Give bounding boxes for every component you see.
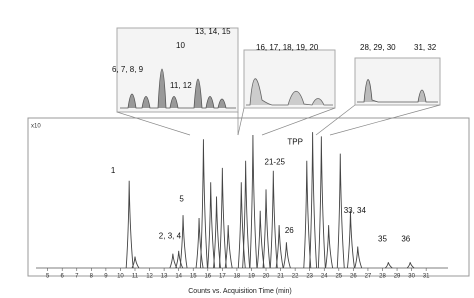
peak: [213, 196, 221, 269]
x-tick-label: 27: [365, 274, 372, 280]
x-tick-label: 6: [61, 274, 65, 280]
peak: [175, 250, 184, 269]
inset-label: 6, 7, 8, 9: [112, 65, 144, 74]
peak: [347, 210, 355, 269]
peak-annotation: 21-25: [265, 157, 286, 166]
peak: [354, 246, 363, 269]
peak: [275, 225, 284, 269]
peak: [262, 189, 271, 269]
x-tick-label: 8: [90, 274, 94, 280]
inset-trace: [120, 68, 236, 109]
peak-annotation: 1: [111, 166, 116, 175]
x-tick-label: 24: [321, 274, 328, 280]
x-tick-label: 14: [175, 274, 182, 280]
x-tick-label: 13: [161, 274, 168, 280]
peak-annotation: 2, 3, 4: [159, 232, 182, 241]
x-tick-label: 30: [408, 274, 415, 280]
x-tick-label: 5: [46, 274, 50, 280]
peak-annotation: 35: [378, 235, 387, 244]
peak: [325, 225, 334, 269]
peak-annotation: 36: [401, 235, 410, 244]
peak: [199, 139, 208, 269]
x-tick-label: 17: [219, 274, 226, 280]
x-tick-label: 9: [104, 274, 108, 280]
x-tick-label: 10: [117, 274, 124, 280]
inset-box: [116, 27, 239, 113]
x-tick-label: 26: [350, 274, 357, 280]
peak: [179, 215, 188, 269]
inset: 6, 7, 8, 9 10 13, 14, 15 11, 12: [112, 27, 239, 113]
x-tick-label: 22: [292, 274, 299, 280]
inset-trace: [357, 79, 438, 103]
peak: [282, 242, 291, 269]
inset-label: 31, 32: [414, 43, 437, 52]
peak: [249, 135, 258, 269]
x-tick-label: 15: [190, 274, 197, 280]
x-tick-label: 16: [204, 274, 211, 280]
peak: [242, 160, 251, 269]
peak: [406, 262, 415, 269]
x-axis-title: Counts vs. Acquisition Time (min): [188, 288, 291, 295]
peak: [169, 253, 178, 269]
peak: [303, 160, 312, 269]
x-tick-label: 19: [248, 274, 255, 280]
y-axis-label: x10: [31, 124, 41, 130]
peak: [336, 153, 345, 269]
x-tick-label: 11: [132, 274, 139, 280]
peak: [269, 170, 278, 269]
inset-trace: [246, 78, 333, 106]
x-tick-label: 31: [423, 274, 430, 280]
inset-label: 28, 29, 30: [360, 43, 396, 52]
x-tick-label: 25: [335, 274, 342, 280]
inset-label: 16, 17, 18, 19, 20: [256, 43, 319, 52]
inset: 28, 29, 30 31, 32: [354, 43, 441, 106]
peak: [218, 167, 227, 269]
x-tick-label: 12: [146, 274, 153, 280]
x-tick-label: 18: [234, 274, 241, 280]
peak-annotation: 33, 34: [344, 206, 367, 215]
inset-connectors: [116, 104, 441, 136]
x-tick-label: 20: [263, 274, 270, 280]
peak: [317, 136, 326, 269]
x-tick-label: 7: [75, 274, 79, 280]
inset-label: 11, 12: [170, 81, 192, 90]
x-tick-label: 21: [277, 274, 284, 280]
peak: [224, 225, 233, 269]
peak: [309, 132, 318, 269]
x-tick-label: 28: [379, 274, 386, 280]
peak-annotation: 5: [179, 194, 184, 203]
peak: [256, 210, 265, 269]
inset-label: 13, 14, 15: [195, 27, 231, 36]
peak: [125, 180, 134, 269]
peak-annotation: 26: [285, 226, 294, 235]
peak: [207, 182, 216, 269]
inset-label: 10: [176, 41, 185, 50]
peak-annotation: TPP: [287, 137, 303, 146]
peak: [384, 262, 393, 269]
inset: 16, 17, 18, 19, 20: [243, 43, 336, 109]
x-tick-label: 23: [306, 274, 313, 280]
x-tick-label: 29: [394, 274, 401, 280]
peak: [131, 256, 140, 269]
